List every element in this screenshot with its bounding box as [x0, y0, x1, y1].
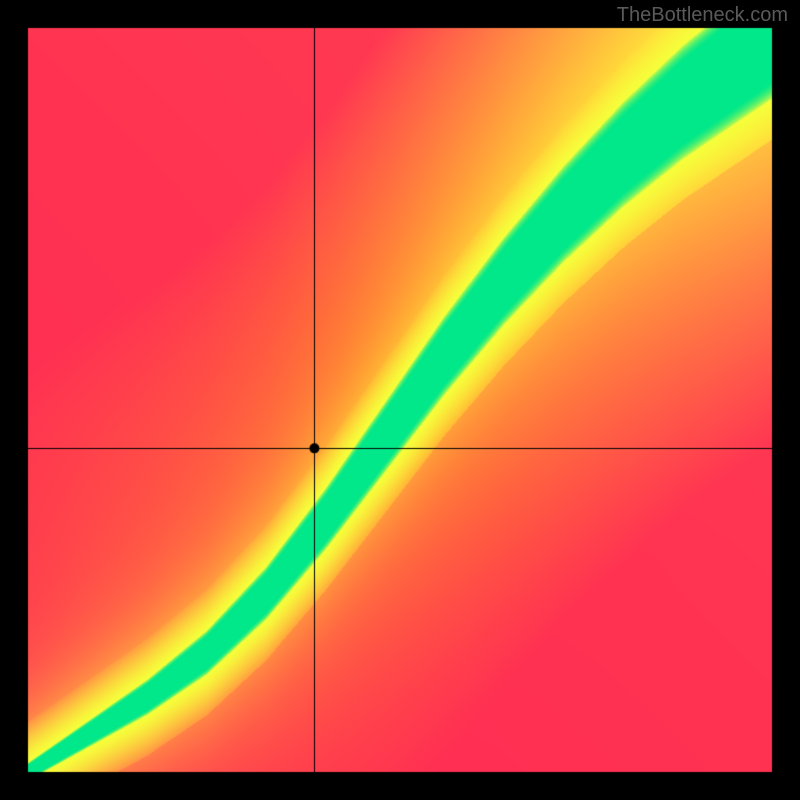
watermark-text: TheBottleneck.com: [617, 4, 788, 27]
bottleneck-heatmap-canvas: [0, 0, 800, 800]
chart-container: TheBottleneck.com: [0, 0, 800, 800]
